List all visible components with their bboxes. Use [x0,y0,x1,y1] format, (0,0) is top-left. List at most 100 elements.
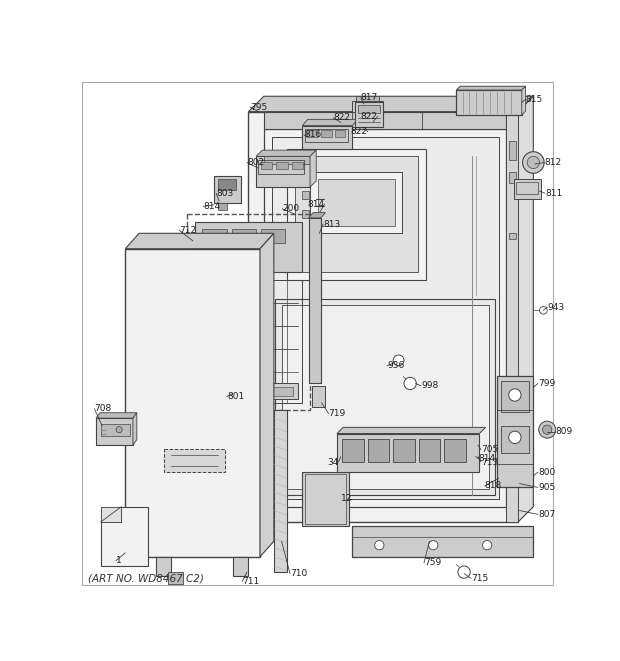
Bar [273,387,293,396]
Bar [227,387,247,396]
Circle shape [542,425,552,434]
Polygon shape [125,233,274,249]
Polygon shape [337,434,479,472]
Polygon shape [156,557,172,576]
Circle shape [508,431,521,444]
Text: 795: 795 [250,102,267,112]
Bar [261,162,272,169]
Polygon shape [274,410,287,572]
Polygon shape [303,120,358,126]
Polygon shape [164,449,225,472]
Polygon shape [287,149,425,280]
Polygon shape [352,526,533,557]
Text: 811: 811 [545,189,562,198]
Text: 812: 812 [544,158,561,167]
Bar [202,229,227,243]
Polygon shape [260,233,274,557]
Bar [342,439,364,462]
Polygon shape [264,156,310,164]
Text: 719: 719 [329,409,346,418]
Polygon shape [214,176,241,202]
Polygon shape [96,412,137,418]
Circle shape [523,152,544,173]
Text: 713: 713 [481,457,498,467]
Text: 943: 943 [547,303,564,312]
Bar [501,381,529,412]
Text: 818: 818 [485,481,502,490]
Circle shape [116,426,122,433]
Polygon shape [312,386,326,407]
Text: 710: 710 [290,569,308,578]
Text: 712: 712 [179,226,197,235]
Bar [303,191,309,199]
Text: 200: 200 [282,204,299,214]
Polygon shape [294,156,418,272]
Polygon shape [275,299,495,495]
Bar [516,182,538,194]
Polygon shape [249,112,518,522]
Text: 705: 705 [481,446,498,454]
Text: 936: 936 [387,362,404,370]
Bar [418,439,440,462]
Text: 12: 12 [341,494,352,504]
Polygon shape [303,126,352,149]
Bar [335,130,345,137]
Polygon shape [264,112,507,130]
Polygon shape [309,218,321,383]
Polygon shape [355,102,383,127]
Bar [303,210,309,218]
Bar [501,426,529,453]
Polygon shape [304,475,346,524]
Text: (ART NO. WD8467 C2): (ART NO. WD8467 C2) [88,573,204,583]
Text: 814: 814 [479,454,496,463]
Text: 715: 715 [471,574,488,583]
Bar [307,130,317,137]
Bar [291,162,303,169]
Bar [231,229,256,243]
Polygon shape [100,507,148,566]
Circle shape [539,421,556,438]
Text: 800: 800 [538,467,556,477]
Polygon shape [522,86,526,115]
Polygon shape [125,249,260,557]
Polygon shape [167,572,183,584]
Circle shape [374,541,384,550]
Circle shape [508,389,521,401]
Text: 34: 34 [327,457,339,467]
Bar [368,439,389,462]
Polygon shape [303,472,348,526]
Bar [393,439,415,462]
Polygon shape [100,507,122,522]
Polygon shape [256,156,310,187]
Polygon shape [96,418,133,445]
Polygon shape [497,375,533,487]
Bar [508,141,516,160]
Text: 759: 759 [424,559,441,567]
Text: 816: 816 [304,130,321,139]
Polygon shape [456,86,526,90]
Polygon shape [272,137,498,499]
Polygon shape [507,112,518,522]
Text: 803: 803 [216,189,233,198]
Circle shape [458,566,470,578]
Bar [204,387,224,396]
Text: 801: 801 [227,392,244,401]
Polygon shape [317,179,395,225]
Text: 815: 815 [526,95,543,104]
Text: 905: 905 [538,483,556,492]
Text: 813: 813 [323,219,340,229]
Text: 807: 807 [538,510,556,519]
Polygon shape [310,150,316,187]
Polygon shape [249,97,533,112]
Polygon shape [358,104,380,113]
Circle shape [428,541,438,550]
Text: 822: 822 [361,112,378,121]
Polygon shape [352,101,383,112]
Bar [250,387,270,396]
Text: 998: 998 [421,381,438,390]
Polygon shape [198,383,298,399]
Polygon shape [233,557,249,576]
Polygon shape [133,412,137,445]
Bar [258,160,304,174]
Text: 809: 809 [555,428,572,436]
